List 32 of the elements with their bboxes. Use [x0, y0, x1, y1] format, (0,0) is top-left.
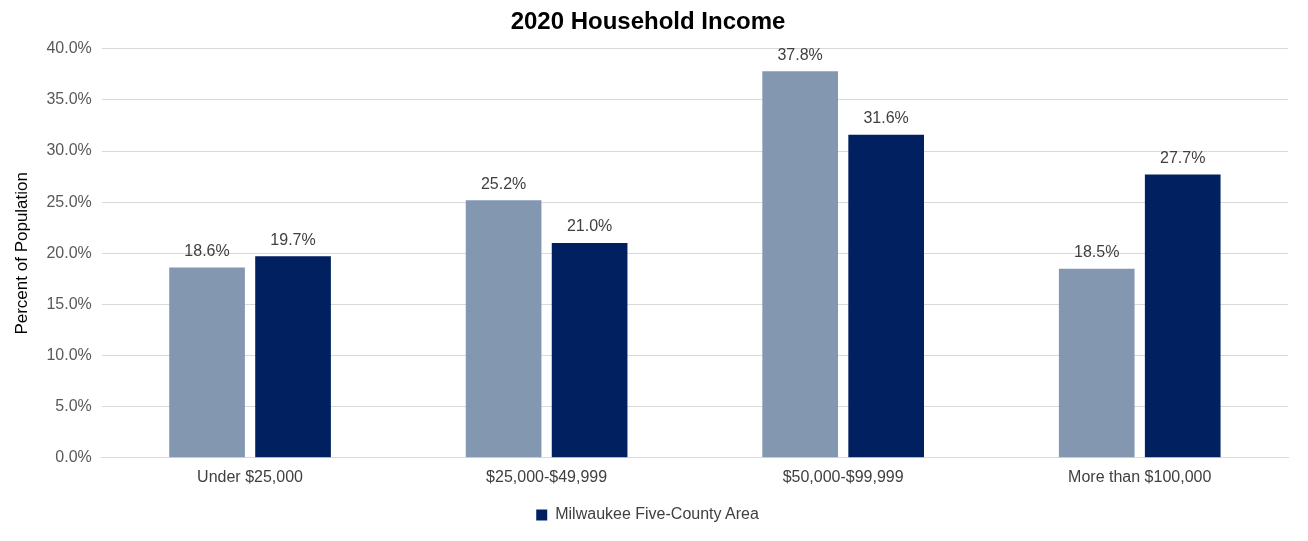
y-tick-label: 5.0%: [55, 397, 92, 415]
legend-label: Milwaukee Five-County Area: [555, 505, 759, 523]
y-tick-label: 35.0%: [46, 90, 92, 108]
y-tick-label: 15.0%: [46, 294, 92, 312]
bar: [255, 256, 331, 458]
y-tick-label: 25.0%: [46, 192, 92, 210]
data-label: 37.8%: [777, 45, 823, 63]
x-tick-label: $25,000-$49,999: [486, 467, 608, 485]
data-label: 25.2%: [480, 174, 527, 192]
data-label: 31.6%: [863, 109, 909, 127]
bar: [848, 134, 924, 458]
x-tick-label: $50,000-$99,999: [782, 467, 904, 485]
data-label: 18.6%: [184, 242, 230, 260]
bar: [762, 71, 838, 458]
y-tick-label: 30.0%: [46, 141, 92, 159]
bar: [551, 243, 628, 458]
data-label: 27.7%: [1160, 148, 1206, 166]
x-tick-label: More than $100,000: [1068, 467, 1212, 485]
y-tick-label: 40.0%: [46, 39, 92, 57]
chart-title: 2020 Household Income: [510, 7, 786, 35]
bar: [1144, 174, 1221, 458]
y-axis-title: Percent of Population: [11, 172, 31, 335]
data-label: 18.5%: [1074, 243, 1120, 261]
y-tick-label: 20.0%: [46, 243, 92, 261]
bar: [465, 200, 542, 458]
y-tick-label: 0.0%: [55, 448, 92, 466]
data-label: 21.0%: [566, 217, 613, 235]
y-tick-label: 10.0%: [46, 345, 92, 363]
bar: [169, 267, 245, 458]
data-label: 19.7%: [270, 230, 316, 248]
bar: [1058, 268, 1135, 458]
x-tick-label: Under $25,000: [197, 467, 304, 485]
